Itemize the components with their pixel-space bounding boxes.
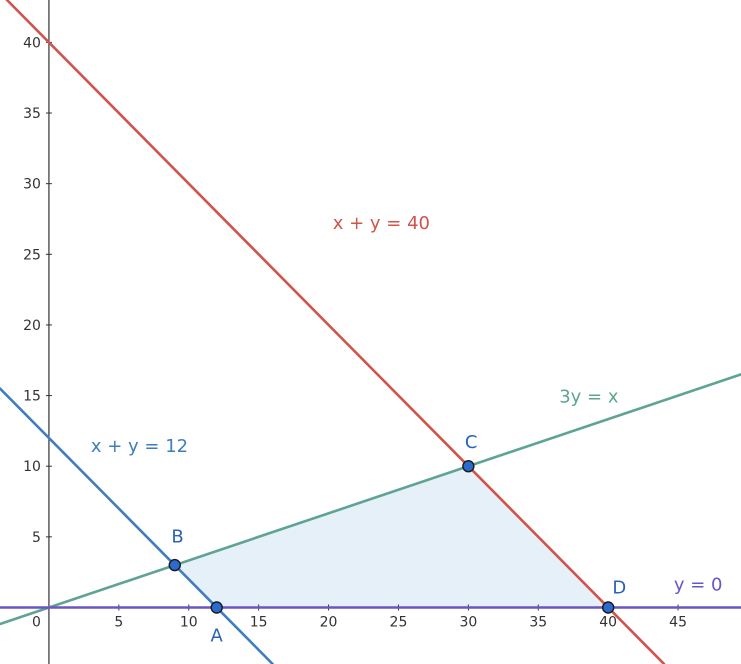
point-d[interactable] <box>601 601 615 614</box>
x-tick-label: 5 <box>114 614 123 630</box>
origin-label: 0 <box>32 614 41 630</box>
constraint-line-label-0: x + y = 40 <box>333 213 430 234</box>
point-label-d: D <box>612 577 626 598</box>
point-b[interactable] <box>168 558 181 572</box>
feasible-region-layer <box>174 466 609 608</box>
constraint-line-label-1: x + y = 12 <box>91 436 188 457</box>
x-tick-label: 40 <box>599 614 617 630</box>
y-tick-label: 15 <box>23 389 41 405</box>
y-tick-label: 10 <box>23 459 41 475</box>
vertex-points: A B C D <box>168 432 626 646</box>
x-tick-label: 25 <box>390 614 408 630</box>
constraint-line-2 <box>0 373 741 626</box>
y-tick-label: 20 <box>23 318 41 334</box>
constraint-line-label-2: 3y = x <box>559 387 619 408</box>
x-tick-label: 35 <box>529 614 547 630</box>
x-tick-label: 45 <box>669 614 687 630</box>
y-tick-label: 5 <box>32 530 41 546</box>
y-tick-label: 40 <box>23 35 41 51</box>
y-tick-label: 25 <box>23 247 41 263</box>
constraint-line-1 <box>0 387 274 664</box>
feasible-region <box>174 466 609 608</box>
y-tick-label: 30 <box>23 177 41 193</box>
x-tick-label: 20 <box>320 614 338 630</box>
constraint-line-label-3: y = 0 <box>674 575 723 596</box>
y-tick-label: 35 <box>23 106 41 122</box>
x-tick-label: 10 <box>180 614 198 630</box>
point-label-a: A <box>211 625 224 646</box>
point-c[interactable] <box>462 460 475 473</box>
point-label-c: C <box>465 432 478 453</box>
constraint-line-0 <box>5 0 666 664</box>
x-tick-label: 15 <box>250 614 268 630</box>
point-label-b: B <box>171 527 183 548</box>
x-tick-label: 30 <box>459 614 477 630</box>
point-a[interactable] <box>210 601 223 614</box>
line-labels: x + y = 40 x + y = 12 3y = x y = 0 <box>91 213 723 596</box>
